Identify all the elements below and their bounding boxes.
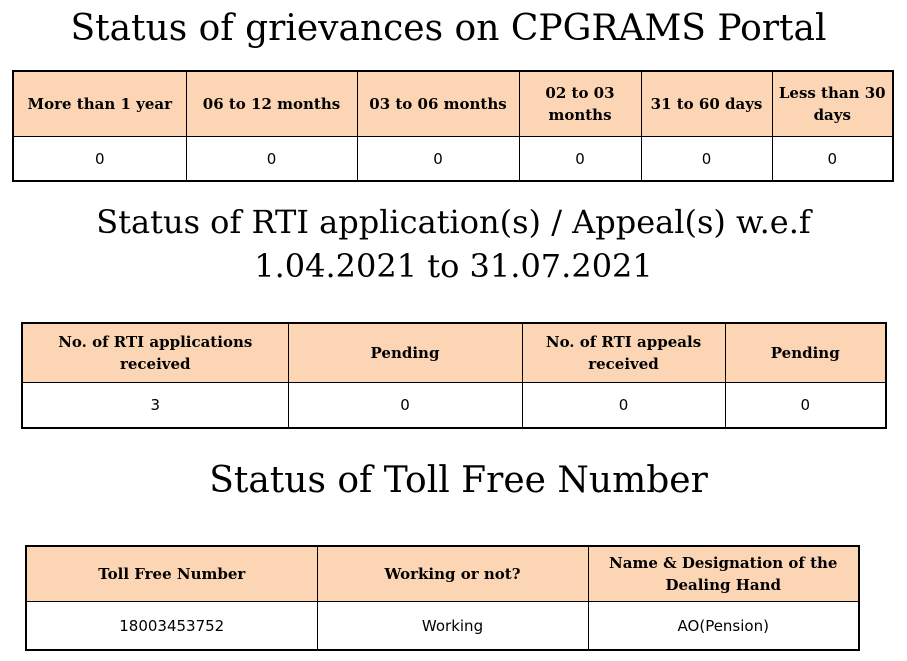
header-31-to-60-days: 31 to 60 days bbox=[640, 70, 773, 137]
rti-title: Status of RTI application(s) / Appeal(s)… bbox=[0, 200, 907, 288]
table-header-row: No. of RTI applications received Pending… bbox=[21, 322, 887, 383]
table-header-row: Toll Free Number Working or not? Name & … bbox=[25, 545, 860, 602]
header-more-than-1-year: More than 1 year bbox=[12, 70, 187, 137]
value-dealing-hand: AO(Pension) bbox=[587, 601, 860, 651]
value-toll-free-number: 18003453752 bbox=[25, 601, 318, 651]
value-more-than-1-year: 0 bbox=[12, 136, 187, 182]
table-row: 0 0 0 0 0 0 bbox=[12, 136, 894, 182]
grievances-table: More than 1 year 06 to 12 months 03 to 0… bbox=[12, 70, 894, 182]
value-03-to-06-months: 0 bbox=[356, 136, 520, 182]
value-31-to-60-days: 0 bbox=[640, 136, 773, 182]
rti-title-line1: Status of RTI application(s) / Appeal(s)… bbox=[96, 203, 811, 241]
grievances-title: Status of grievances on CPGRAMS Portal bbox=[70, 8, 827, 49]
value-less-than-30-days: 0 bbox=[771, 136, 894, 182]
value-06-to-12-months: 0 bbox=[185, 136, 358, 182]
value-02-to-03-months: 0 bbox=[518, 136, 642, 182]
value-working-status: Working bbox=[316, 601, 589, 651]
header-dealing-hand: Name & Designation of the Dealing Hand bbox=[587, 545, 860, 602]
table-row: 3 0 0 0 bbox=[21, 382, 887, 429]
value-rti-applications-received: 3 bbox=[21, 382, 289, 429]
header-working-or-not: Working or not? bbox=[316, 545, 589, 602]
header-toll-free-number: Toll Free Number bbox=[25, 545, 318, 602]
table-row: 18003453752 Working AO(Pension) bbox=[25, 601, 860, 651]
value-rti-appeals-received: 0 bbox=[521, 382, 726, 429]
value-applications-pending: 0 bbox=[287, 382, 523, 429]
header-06-to-12-months: 06 to 12 months bbox=[185, 70, 358, 137]
tollfree-title: Status of Toll Free Number bbox=[209, 460, 708, 501]
header-appeals-pending: Pending bbox=[724, 322, 887, 383]
header-03-to-06-months: 03 to 06 months bbox=[356, 70, 520, 137]
tollfree-table: Toll Free Number Working or not? Name & … bbox=[25, 545, 860, 651]
header-rti-applications-received: No. of RTI applications received bbox=[21, 322, 289, 383]
header-rti-appeals-received: No. of RTI appeals received bbox=[521, 322, 726, 383]
rti-title-line2: 1.04.2021 to 31.07.2021 bbox=[254, 247, 653, 285]
rti-table: No. of RTI applications received Pending… bbox=[21, 322, 887, 429]
table-header-row: More than 1 year 06 to 12 months 03 to 0… bbox=[12, 70, 894, 137]
header-02-to-03-months: 02 to 03 months bbox=[518, 70, 642, 137]
header-less-than-30-days: Less than 30 days bbox=[771, 70, 894, 137]
header-applications-pending: Pending bbox=[287, 322, 523, 383]
value-appeals-pending: 0 bbox=[724, 382, 887, 429]
